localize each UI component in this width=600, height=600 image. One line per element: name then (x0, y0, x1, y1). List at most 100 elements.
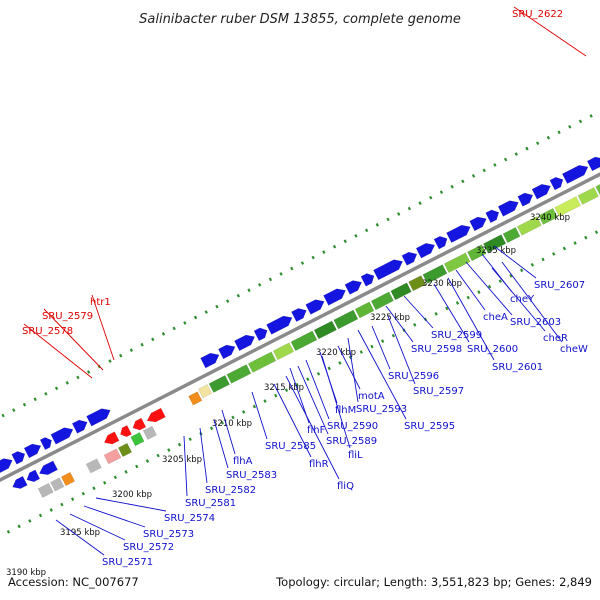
rna-gene-shape (370, 291, 394, 311)
scale-dot-outer (514, 152, 518, 156)
coding-gene (39, 437, 52, 451)
kbp-tick-label: 3215 kbp (264, 383, 304, 393)
coding-gene (323, 288, 346, 306)
coding-gene (305, 299, 325, 315)
pink-gene-shape (103, 448, 122, 465)
scale-dot-outer (33, 397, 37, 402)
coding-gene (561, 164, 589, 184)
coding-gene-shape (253, 327, 268, 342)
gene-label: SRU_2590 (327, 421, 378, 432)
gene-label: SRU_2582 (205, 485, 256, 496)
kbp-tick-label: 3230 kbp (422, 279, 462, 289)
gene-label: SRU_2578 (22, 326, 73, 337)
coding-gene-shape (23, 443, 42, 459)
scale-dot-outer (461, 179, 465, 184)
gene-label: flhR (309, 459, 329, 470)
rna-gene-shape (467, 244, 487, 262)
highlight-gene (132, 417, 147, 431)
scale-dot-outer (258, 282, 262, 287)
label-leader (285, 375, 340, 480)
rna-gene (422, 264, 448, 284)
kbp-tick-label: 3200 kbp (112, 490, 152, 500)
scale-dot-inner (124, 470, 128, 474)
scale-dot-inner (263, 399, 267, 403)
scale-dot-outer (108, 359, 112, 363)
highlight-gene-shape (132, 417, 147, 431)
scale-dot-outer (471, 174, 476, 178)
rna-gene (272, 342, 295, 361)
gene-label: cheR (543, 333, 568, 344)
rna-gene-shape (538, 208, 558, 225)
gene-label: SRU_2571 (102, 557, 153, 568)
scale-dot-outer (161, 332, 166, 336)
coding-gene-shape (497, 200, 519, 217)
label-leader (273, 383, 312, 458)
scale-dot-inner (17, 524, 21, 529)
pseudo-gene (85, 458, 102, 474)
label-leader (55, 519, 105, 556)
coding-gene (344, 280, 363, 295)
label-leader (83, 505, 146, 528)
coding-gene (517, 192, 534, 207)
coding-gene (401, 251, 418, 266)
scale-dot-outer (557, 130, 561, 135)
coding-gene (291, 308, 307, 323)
rna-gene-shape (354, 301, 375, 319)
pseudo-gene (60, 471, 76, 487)
scale-dot-inner (327, 366, 331, 371)
rna-gene-shape (595, 177, 600, 196)
coding-gene-shape (360, 273, 375, 287)
gene-label: SRU_2601 (492, 362, 543, 373)
gene-label: SRU_2579 (42, 311, 93, 322)
label-leader (403, 295, 434, 329)
scale-dot-inner (156, 453, 160, 458)
rna-gene (333, 309, 359, 330)
rna-gene (247, 351, 277, 373)
coding-gene (0, 458, 13, 474)
scale-dot-outer (151, 337, 155, 342)
topology-text: Topology: circular; Length: 3,551,823 bp… (275, 575, 592, 589)
kbp-tick-label: 3240 kbp (530, 213, 570, 223)
coding-gene-shape (586, 156, 600, 172)
scale-dot-inner (445, 306, 449, 311)
scale-dot-inner (6, 529, 11, 534)
kbp-tick-label: 3235 kbp (476, 246, 516, 256)
rna-gene (502, 227, 521, 244)
genome-backbone (0, 172, 600, 482)
scale-dot-outer (525, 146, 529, 151)
rna-gene (443, 252, 471, 273)
scale-dot-outer (322, 250, 326, 254)
highlight-gene (146, 407, 166, 423)
scale-dot-inner (381, 339, 385, 343)
scale-dot-inner (60, 502, 64, 507)
label-leader (221, 409, 236, 455)
scale-dot-inner (145, 459, 150, 463)
rna-gene-shape (272, 342, 295, 361)
highlight-gene-shape (146, 407, 166, 423)
rna-gene-shape (554, 196, 581, 217)
coding-gene-shape (373, 259, 403, 281)
scale-dot-inner (509, 273, 513, 278)
scale-dot-outer (332, 244, 337, 249)
scale-dot-inner (220, 421, 224, 425)
scale-dot-outer (12, 408, 16, 412)
gene-label: fliQ (337, 481, 354, 492)
coding-gene (433, 235, 448, 250)
label-leader (491, 267, 546, 332)
kbp-tick-label: 3190 kbp (6, 568, 46, 578)
scale-dot-inner (135, 464, 139, 469)
coding-gene-shape (469, 216, 487, 232)
scale-dot-outer (119, 353, 123, 358)
gene-label: SRU_2622 (512, 9, 563, 20)
coding-gene-shape (531, 184, 551, 200)
scale-dot-inner (594, 230, 599, 235)
rna-gene-shape (226, 364, 252, 384)
coding-gene-shape (234, 334, 256, 352)
scale-dot-outer (439, 190, 444, 195)
label-leader (95, 497, 167, 512)
coding-gene (234, 334, 256, 352)
scale-dot-inner (530, 263, 535, 267)
coding-gene (11, 451, 26, 465)
coding-gene-shape (323, 288, 346, 306)
pseudo-gene-shape (60, 471, 76, 487)
